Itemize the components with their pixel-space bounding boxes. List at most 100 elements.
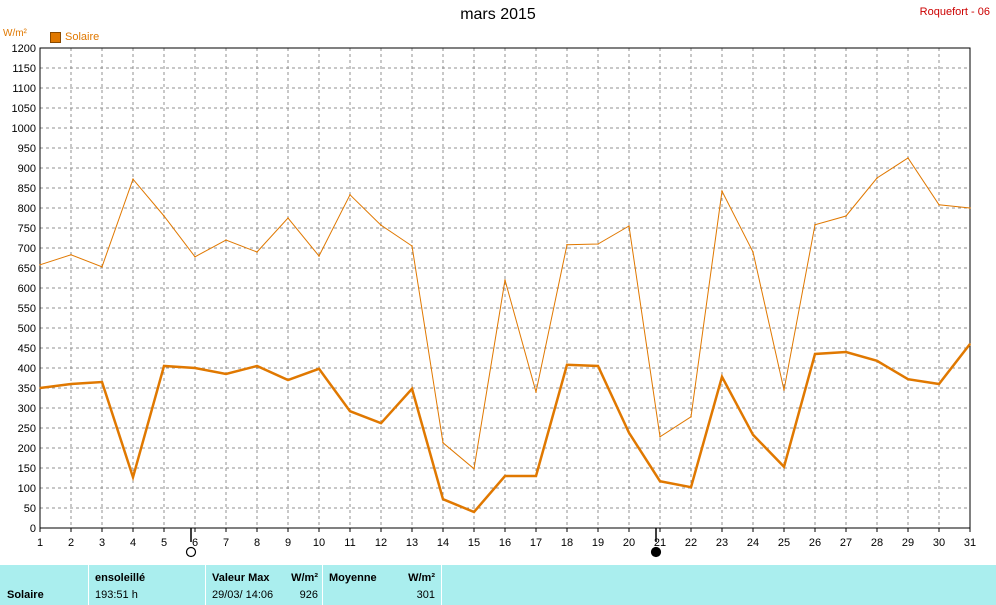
data-point-mean bbox=[380, 422, 382, 425]
x-tick-label: 26 bbox=[809, 537, 821, 549]
x-tick-label: 21 bbox=[654, 537, 666, 549]
y-tick-label: 150 bbox=[18, 463, 36, 475]
data-point-max bbox=[256, 251, 258, 253]
data-point-mean bbox=[721, 376, 723, 378]
y-tick-label: 1200 bbox=[12, 43, 36, 55]
y-tick-label: 1050 bbox=[12, 103, 36, 115]
x-tick-label: 2 bbox=[68, 537, 74, 549]
data-point-mean bbox=[163, 365, 165, 367]
data-point-max bbox=[628, 225, 630, 227]
data-point-mean bbox=[504, 475, 506, 477]
data-point-max bbox=[535, 391, 537, 393]
data-point-max bbox=[907, 157, 909, 159]
mean-cell: Moyenne W/m² 301 bbox=[323, 565, 442, 605]
x-tick-label: 12 bbox=[375, 537, 387, 549]
data-point-max bbox=[783, 389, 785, 391]
legend-swatch bbox=[50, 31, 61, 43]
y-tick-label: 1150 bbox=[12, 63, 36, 75]
data-point-mean bbox=[287, 379, 289, 381]
x-tick-label: 16 bbox=[499, 537, 511, 549]
data-point-max bbox=[566, 244, 568, 246]
y-tick-label: 550 bbox=[18, 303, 36, 315]
y-tick-label: 250 bbox=[18, 423, 36, 435]
data-point-max bbox=[101, 266, 103, 268]
data-point-max bbox=[969, 207, 971, 209]
data-point-mean bbox=[349, 410, 351, 413]
data-point-mean bbox=[566, 364, 568, 366]
x-tick-label: 7 bbox=[223, 537, 229, 549]
x-tick-label: 27 bbox=[840, 537, 852, 549]
x-tick-label: 23 bbox=[716, 537, 728, 549]
sunshine-value: 193:51 h bbox=[95, 589, 138, 601]
data-point-max bbox=[411, 245, 413, 247]
mean-unit: W/m² bbox=[408, 572, 435, 584]
mean-value: 301 bbox=[416, 589, 435, 601]
data-point-max bbox=[380, 224, 382, 226]
data-point-mean bbox=[256, 365, 258, 367]
data-point-max bbox=[721, 190, 723, 192]
y-tick-label: 950 bbox=[18, 143, 36, 155]
chart-title: mars 2015 bbox=[460, 6, 536, 23]
data-point-mean bbox=[225, 373, 227, 375]
y-tick-label: 900 bbox=[18, 163, 36, 175]
y-tick-label: 750 bbox=[18, 223, 36, 235]
y-tick-label: 500 bbox=[18, 323, 36, 335]
data-point-mean bbox=[938, 383, 940, 385]
data-point-mean bbox=[535, 475, 537, 477]
sunshine-header: ensoleillé bbox=[95, 572, 146, 584]
y-tick-label: 300 bbox=[18, 403, 36, 415]
data-point-max bbox=[39, 264, 41, 266]
y-tick-label: 650 bbox=[18, 263, 36, 275]
y-tick-label: 800 bbox=[18, 203, 36, 215]
max-value: 926 bbox=[299, 589, 318, 601]
data-point-mean bbox=[969, 343, 971, 345]
x-tick-label: 6 bbox=[192, 537, 198, 549]
y-tick-label: 200 bbox=[18, 443, 36, 455]
data-point-mean bbox=[411, 388, 413, 390]
data-point-max bbox=[690, 416, 692, 418]
data-point-max bbox=[287, 217, 289, 219]
y-tick-label: 1000 bbox=[12, 123, 36, 135]
x-tick-label: 20 bbox=[623, 537, 635, 549]
x-tick-label: 8 bbox=[254, 537, 260, 549]
x-tick-label: 4 bbox=[130, 537, 136, 549]
data-point-max bbox=[473, 468, 475, 470]
full-moon-icon bbox=[185, 546, 197, 558]
x-tick-label: 19 bbox=[592, 537, 604, 549]
data-point-mean bbox=[907, 378, 909, 381]
data-point-max bbox=[70, 254, 72, 256]
x-tick-label: 1 bbox=[37, 537, 43, 549]
y-tick-label: 100 bbox=[18, 483, 36, 495]
x-tick-label: 17 bbox=[530, 537, 542, 549]
y-tick-label: 400 bbox=[18, 363, 36, 375]
legend: Solaire bbox=[50, 31, 99, 43]
legend-label: Solaire bbox=[65, 31, 100, 43]
data-point-max bbox=[318, 255, 320, 257]
data-point-mean bbox=[876, 360, 878, 362]
data-point-mean bbox=[845, 351, 847, 353]
new-moon-icon bbox=[650, 546, 662, 558]
data-point-mean bbox=[659, 480, 661, 483]
x-tick-label: 22 bbox=[685, 537, 697, 549]
data-point-max bbox=[597, 243, 599, 245]
x-tick-label: 25 bbox=[778, 537, 790, 549]
x-tick-label: 31 bbox=[964, 537, 976, 549]
data-point-max bbox=[752, 251, 754, 253]
data-point-max bbox=[349, 194, 351, 196]
data-point-max bbox=[504, 279, 506, 281]
x-tick-label: 30 bbox=[933, 537, 945, 549]
x-tick-label: 28 bbox=[871, 537, 883, 549]
x-tick-label: 29 bbox=[902, 537, 914, 549]
data-point-max bbox=[876, 177, 878, 179]
summary-footer: Solaire ensoleillé 193:51 h Valeur Max W… bbox=[0, 565, 996, 605]
max-date: 29/03/ 14:06 bbox=[212, 589, 274, 601]
data-point-mean bbox=[442, 498, 444, 501]
data-point-mean bbox=[814, 353, 816, 355]
data-point-max bbox=[814, 224, 816, 226]
data-point-mean bbox=[473, 511, 475, 513]
data-point-mean bbox=[318, 368, 320, 370]
data-point-max bbox=[442, 442, 444, 444]
footer-row-label: Solaire bbox=[7, 589, 44, 601]
footer-row-label-cell: Solaire bbox=[0, 565, 89, 605]
x-tick-label: 24 bbox=[747, 537, 759, 549]
